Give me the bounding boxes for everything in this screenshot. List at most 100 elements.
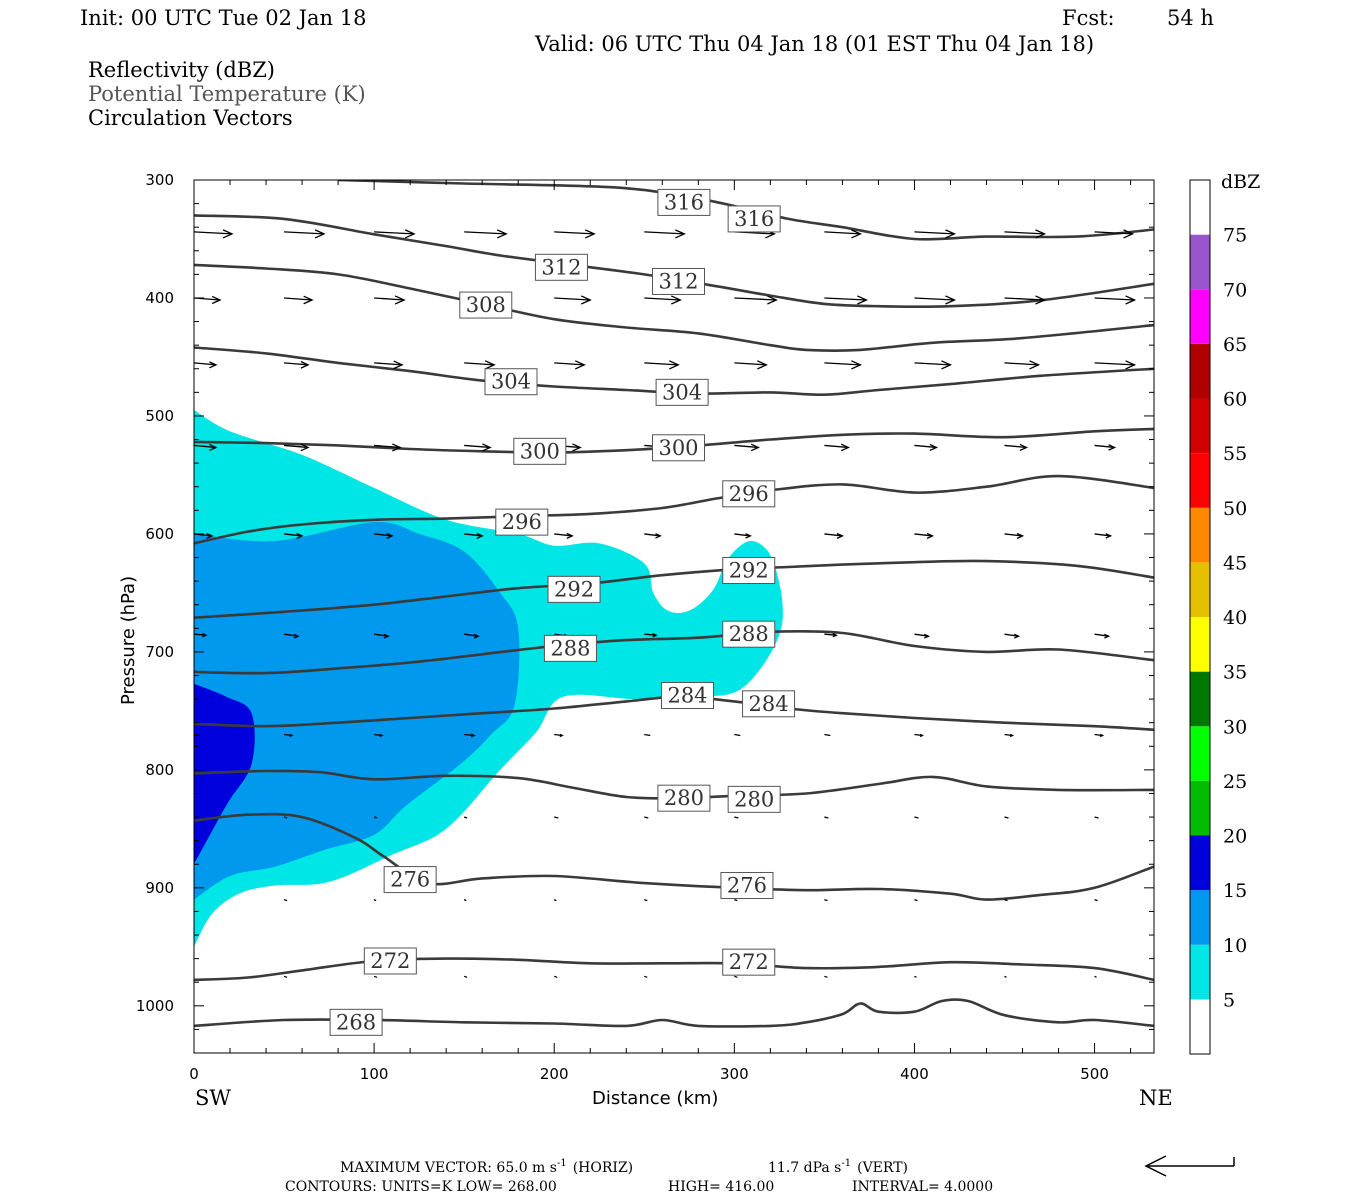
svg-text:268: 268	[336, 1010, 376, 1034]
circulation-vector	[644, 733, 651, 737]
colorbar-level-label: 15	[1223, 880, 1247, 902]
y-tick-label: 800	[145, 761, 174, 779]
contour-label-308: 308	[459, 291, 513, 319]
circulation-vector	[463, 975, 468, 978]
circulation-vector	[283, 975, 288, 978]
circulation-vector	[283, 633, 300, 639]
circulation-vector	[914, 816, 919, 819]
svg-text:276: 276	[727, 873, 767, 897]
circulation-vector	[824, 443, 850, 452]
colorbar-swatch	[1190, 780, 1210, 836]
circulation-vector	[194, 733, 201, 737]
max-vector-vert: 11.7 dPa s-1 (VERT)	[768, 1158, 908, 1176]
contour-info-low: CONTOURS: UNITS=K LOW= 268.00	[285, 1179, 557, 1195]
contour-label-280: 280	[727, 785, 781, 813]
theta-contour-288	[194, 629, 1154, 675]
colorbar-level-label: 10	[1223, 935, 1247, 957]
svg-text:284: 284	[749, 692, 789, 716]
circulation-vector	[824, 229, 862, 239]
circulation-vector	[824, 532, 844, 539]
y-tick-label: 700	[145, 643, 174, 661]
axes: 0 100 200 300 400 500 300 400 500 600 700 800 900 100…	[136, 171, 1154, 1083]
contour-label-316: 316	[657, 188, 711, 216]
circulation-vector	[373, 816, 378, 819]
colorbar-level-label: 55	[1223, 443, 1247, 465]
reflectivity-shading	[194, 410, 783, 947]
circulation-vector	[644, 360, 680, 370]
circulation-vector	[914, 295, 957, 305]
circulation-vector	[1094, 975, 1097, 978]
circulation-vector	[1004, 633, 1021, 639]
x-tick-label: 200	[540, 1065, 569, 1083]
svg-text:300: 300	[658, 436, 698, 460]
circulation-vector	[914, 229, 957, 239]
svg-text:316: 316	[734, 207, 774, 231]
circulation-vector	[554, 975, 558, 978]
colorbar-level-label: 50	[1223, 498, 1247, 520]
circulation-vector	[1094, 229, 1135, 239]
svg-text:316: 316	[664, 190, 704, 214]
circulation-vector	[374, 295, 406, 305]
circulation-vector	[734, 899, 738, 902]
svg-text:284: 284	[667, 684, 707, 708]
circulation-vector	[644, 975, 648, 978]
contour-label-284: 284	[742, 690, 796, 718]
y-tick-label: 600	[145, 525, 174, 543]
colorbar-swatch	[1190, 234, 1210, 290]
colorbar-level-label: 65	[1223, 334, 1247, 356]
circulation-vector	[554, 360, 586, 370]
circulation-vector	[554, 816, 559, 819]
circulation-vector	[1094, 816, 1099, 819]
svg-text:272: 272	[370, 949, 410, 973]
contour-label-272: 272	[363, 947, 417, 975]
y-tick-label: 500	[145, 407, 174, 425]
colorbar-frame	[1189, 179, 1211, 1055]
circulation-vector	[1004, 229, 1047, 239]
svg-text:272: 272	[729, 950, 769, 974]
circulation-vector	[1004, 532, 1025, 539]
circulation-vector	[194, 632, 208, 638]
colorbar-level-label: 30	[1223, 716, 1247, 738]
y-tick-label: 400	[145, 289, 174, 307]
colorbar-swatch	[1190, 835, 1210, 891]
colorbar-swatch	[1190, 671, 1210, 727]
svg-text:312: 312	[541, 255, 581, 279]
y-tick-label: 300	[145, 171, 174, 189]
circulation-vector	[464, 443, 492, 452]
svg-text:288: 288	[550, 636, 590, 660]
circulation-vector	[554, 295, 592, 305]
circulation-vector	[914, 360, 953, 370]
contour-label-280: 280	[657, 784, 711, 812]
circulation-vector	[463, 816, 468, 819]
circulation-vector	[554, 229, 596, 239]
colorbar-level-label: 75	[1223, 225, 1247, 247]
circulation-vector	[824, 975, 828, 978]
circulation-vector	[1004, 443, 1029, 452]
circulation-vector	[464, 360, 496, 370]
theta-contour-268	[194, 998, 1154, 1028]
circulation-vector	[644, 229, 686, 239]
circulation-vector	[1004, 975, 1007, 978]
colorbar-swatch	[1190, 999, 1210, 1054]
circulation-vector	[284, 295, 314, 305]
valid-time: Valid: 06 UTC Thu 04 Jan 18 (01 EST Thu …	[534, 32, 1094, 56]
svg-text:280: 280	[664, 786, 704, 810]
circulation-vector	[374, 360, 404, 370]
contour-label-284: 284	[661, 682, 715, 710]
max-vector-horiz: MAXIMUM VECTOR: 65.0 m s-1 (HORIZ)	[340, 1158, 633, 1176]
circulation-vector	[464, 532, 484, 539]
circulation-vector	[1094, 533, 1113, 539]
svg-text:276: 276	[390, 868, 430, 892]
x-axis-label: Distance (km)	[592, 1088, 718, 1109]
colorbar-swatch	[1190, 343, 1210, 399]
contour-label-304: 304	[655, 378, 709, 406]
svg-text:308: 308	[466, 293, 506, 317]
contour-label-296: 296	[722, 480, 776, 508]
contour-info-high: HIGH= 416.00	[668, 1179, 774, 1195]
circulation-vector	[373, 975, 378, 978]
colorbar-level-label: 70	[1223, 279, 1247, 301]
x-tick-label: 400	[900, 1065, 929, 1083]
forecast-hour: 54 h	[1167, 6, 1214, 30]
circulation-vector	[284, 229, 326, 239]
